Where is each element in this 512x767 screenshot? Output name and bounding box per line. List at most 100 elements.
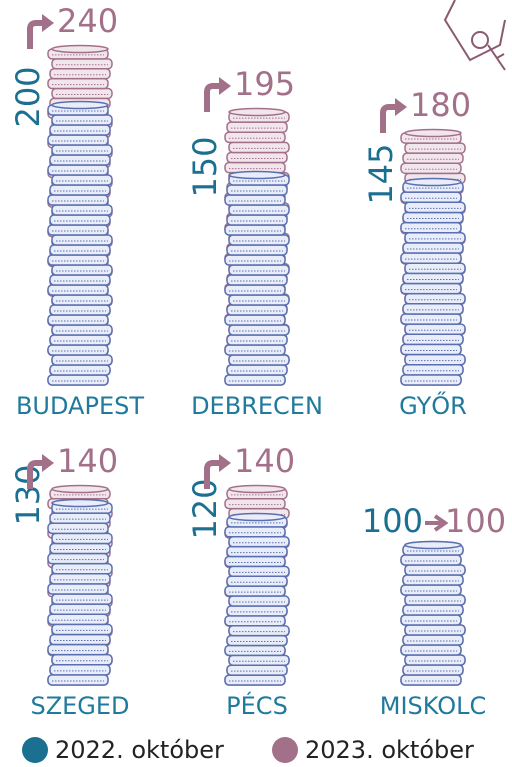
legend-swatch: [272, 737, 298, 763]
legend-label: 2023. október: [305, 736, 474, 764]
coin-top: [229, 172, 285, 179]
coin: [52, 59, 112, 69]
coin: [227, 122, 287, 132]
coin: [52, 655, 112, 665]
coin: [50, 665, 110, 675]
coin: [229, 205, 289, 215]
coin: [50, 335, 110, 345]
coin: [50, 275, 110, 285]
coin: [50, 155, 110, 165]
coin: [225, 132, 285, 142]
coin: [401, 223, 461, 233]
coin: [48, 614, 108, 624]
coin: [227, 606, 287, 616]
coin: [401, 192, 461, 202]
coin: [405, 294, 465, 304]
city-label: BUDAPEST: [16, 392, 144, 420]
coin: [401, 555, 461, 565]
coin: [401, 645, 461, 655]
coin: [405, 565, 465, 575]
coin: [225, 375, 285, 385]
coin: [405, 143, 465, 153]
coin: [405, 655, 465, 665]
coin-top: [405, 179, 461, 186]
coin: [52, 564, 112, 574]
coin: [50, 634, 110, 644]
arrow: [30, 23, 44, 49]
coin: [401, 675, 461, 685]
coin: [52, 235, 112, 245]
coin: [50, 215, 110, 225]
coin: [48, 315, 108, 325]
coin: [225, 527, 285, 537]
coin: [225, 616, 285, 626]
coin: [52, 89, 112, 99]
coin: [52, 533, 112, 543]
value-2023: 100: [445, 502, 506, 540]
coin-top: [229, 486, 285, 493]
arrow-head: [395, 98, 407, 116]
stack-2022: [401, 542, 465, 686]
coin: [229, 325, 289, 335]
coin: [48, 195, 108, 205]
coin: [52, 355, 112, 365]
coin: [48, 285, 108, 295]
coin: [48, 225, 108, 235]
coin: [225, 586, 285, 596]
coin: [227, 185, 287, 195]
stack-2022: [48, 500, 112, 686]
coin: [227, 665, 287, 675]
coin: [52, 175, 112, 185]
arrow-head: [42, 454, 54, 472]
stack-2022: [225, 172, 289, 386]
stack-2022: [401, 179, 465, 386]
coin: [405, 233, 465, 243]
coin: [48, 584, 108, 594]
coin: [229, 626, 289, 636]
arrow: [425, 516, 445, 530]
coin: [52, 594, 112, 604]
coin: [403, 153, 463, 163]
coin: [401, 314, 461, 324]
value-2022: 200: [9, 66, 47, 127]
city-label: PÉCS: [226, 691, 288, 720]
coin: [48, 375, 108, 385]
coin: [227, 275, 287, 285]
coin: [401, 253, 461, 263]
city-label: SZEGED: [30, 692, 129, 720]
coin: [229, 537, 289, 547]
coin: [227, 636, 287, 646]
value-2022: 150: [186, 136, 224, 197]
coin: [50, 543, 110, 553]
coin: [225, 557, 285, 567]
coin-top: [405, 542, 461, 549]
coin: [50, 185, 110, 195]
coin-top: [229, 109, 285, 116]
coin: [225, 225, 285, 235]
arrow: [383, 107, 397, 133]
coin-top: [52, 486, 108, 493]
coin: [225, 345, 285, 355]
coin: [229, 596, 289, 606]
coin: [225, 315, 285, 325]
coin: [227, 305, 287, 315]
coin: [405, 595, 465, 605]
value-2023: 180: [410, 86, 471, 124]
coin: [48, 645, 108, 655]
coin-top: [52, 500, 108, 507]
coin: [48, 675, 108, 685]
coin-top: [405, 130, 461, 137]
coin: [225, 499, 285, 509]
legend-swatch: [22, 737, 48, 763]
coin: [401, 284, 461, 294]
coin: [401, 615, 461, 625]
coin: [405, 263, 465, 273]
coin: [52, 295, 112, 305]
coin: [229, 142, 289, 152]
coin: [403, 334, 463, 344]
coin: [52, 205, 112, 215]
coin: [48, 135, 108, 145]
coin: [225, 285, 285, 295]
coin: [225, 195, 285, 205]
coin: [48, 165, 108, 175]
